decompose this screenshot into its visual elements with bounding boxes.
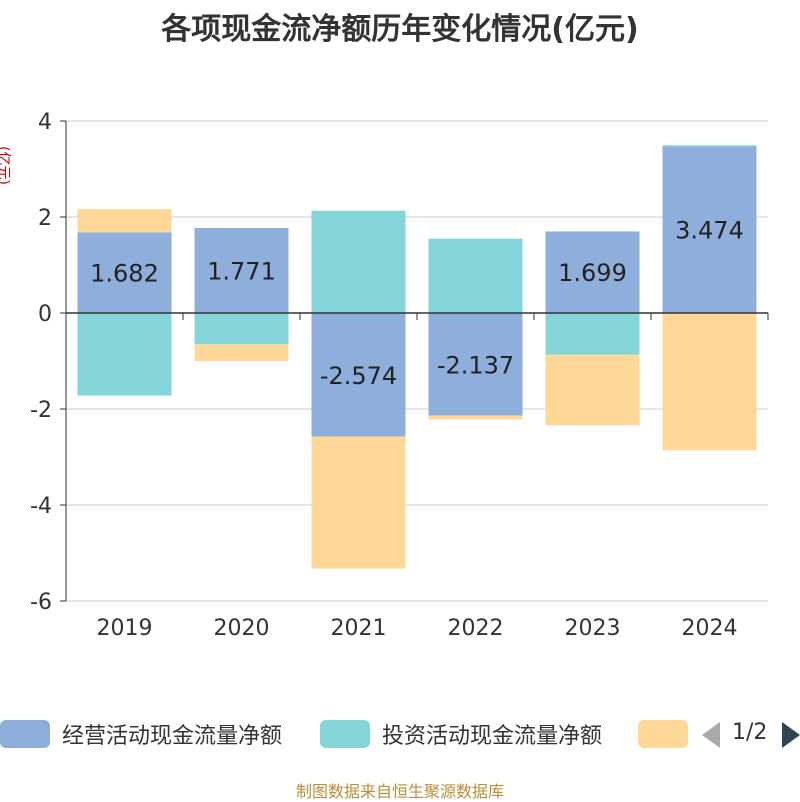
x-tick-label: 2021 bbox=[331, 616, 387, 641]
legend-label-investing: 投资活动现金流量净额 bbox=[382, 724, 603, 749]
bar-investing-2019[interactable] bbox=[77, 313, 172, 396]
bar-investing-2022[interactable] bbox=[428, 238, 523, 313]
y-tick-label: -6 bbox=[30, 590, 52, 615]
legend-pager: 1/2 bbox=[732, 720, 768, 745]
y-tick-label: 2 bbox=[38, 206, 52, 231]
y-tick-label: 4 bbox=[38, 110, 52, 135]
bar-operating-2019[interactable] bbox=[77, 232, 172, 313]
x-tick-label: 2023 bbox=[565, 616, 621, 641]
x-tick-label: 2020 bbox=[214, 616, 270, 641]
legend-swatch-financing bbox=[638, 720, 688, 748]
bar-operating-2022[interactable] bbox=[428, 313, 523, 416]
y-axis-label: (亿元) bbox=[0, 146, 11, 185]
y-tick-label: -2 bbox=[30, 398, 52, 423]
bar-financing-2021[interactable] bbox=[311, 436, 406, 569]
chart-title: 各项现金流净额历年变化情况(亿元) bbox=[161, 12, 639, 47]
bar-investing-2024[interactable] bbox=[662, 145, 757, 147]
bar-operating-2021[interactable] bbox=[311, 313, 406, 437]
bar-financing-2022[interactable] bbox=[428, 415, 523, 420]
axes: 4 2 0 -2 -4 -6 2019 2020 2021 2022 2023 2024 bbox=[30, 110, 769, 641]
data-label-2019: 1.682 bbox=[90, 260, 159, 288]
bar-series bbox=[77, 145, 757, 569]
legend-next-icon[interactable] bbox=[780, 720, 800, 750]
data-label-2024: 3.474 bbox=[675, 217, 744, 245]
y-tick-label: 0 bbox=[38, 302, 52, 327]
x-tick-label: 2022 bbox=[448, 616, 504, 641]
bar-financing-2024[interactable] bbox=[662, 313, 757, 451]
data-label-2021: -2.574 bbox=[320, 362, 397, 390]
chart-plot: 1.682 1.771 -2.574 -2.137 1.699 3.474 4 2 0 -2 -4… bbox=[0, 110, 769, 641]
bar-financing-2023[interactable] bbox=[545, 354, 640, 426]
bar-operating-2024[interactable] bbox=[662, 146, 757, 313]
bar-operating-2023[interactable] bbox=[545, 231, 640, 313]
x-tick-label: 2019 bbox=[97, 616, 153, 641]
x-tick-label: 2024 bbox=[682, 616, 738, 641]
legend-item-operating[interactable]: 经营活动现金流量净额 bbox=[0, 716, 282, 752]
legend-label-operating: 经营活动现金流量净额 bbox=[62, 724, 283, 749]
data-label-2023: 1.699 bbox=[558, 259, 627, 287]
bar-financing-2019[interactable] bbox=[77, 209, 172, 233]
source-note: 制图数据来自恒生聚源数据库 bbox=[295, 782, 504, 801]
bar-operating-2020[interactable] bbox=[194, 227, 289, 313]
legend-item-financing[interactable] bbox=[638, 716, 700, 752]
legend-swatch-investing bbox=[320, 720, 370, 748]
bar-financing-2020[interactable] bbox=[194, 344, 289, 361]
legend-swatch-operating bbox=[0, 720, 50, 748]
data-label-2020: 1.771 bbox=[207, 257, 276, 285]
bar-investing-2020[interactable] bbox=[194, 313, 289, 345]
data-label-2022: -2.137 bbox=[437, 351, 514, 379]
legend-prev-icon[interactable] bbox=[700, 720, 722, 750]
y-tick-label: -4 bbox=[30, 494, 52, 519]
bar-investing-2021[interactable] bbox=[311, 210, 406, 313]
data-labels: 1.682 1.771 -2.574 -2.137 1.699 3.474 bbox=[90, 217, 744, 390]
bar-investing-2023[interactable] bbox=[545, 313, 640, 355]
legend-item-investing[interactable]: 投资活动现金流量净额 bbox=[320, 716, 602, 752]
